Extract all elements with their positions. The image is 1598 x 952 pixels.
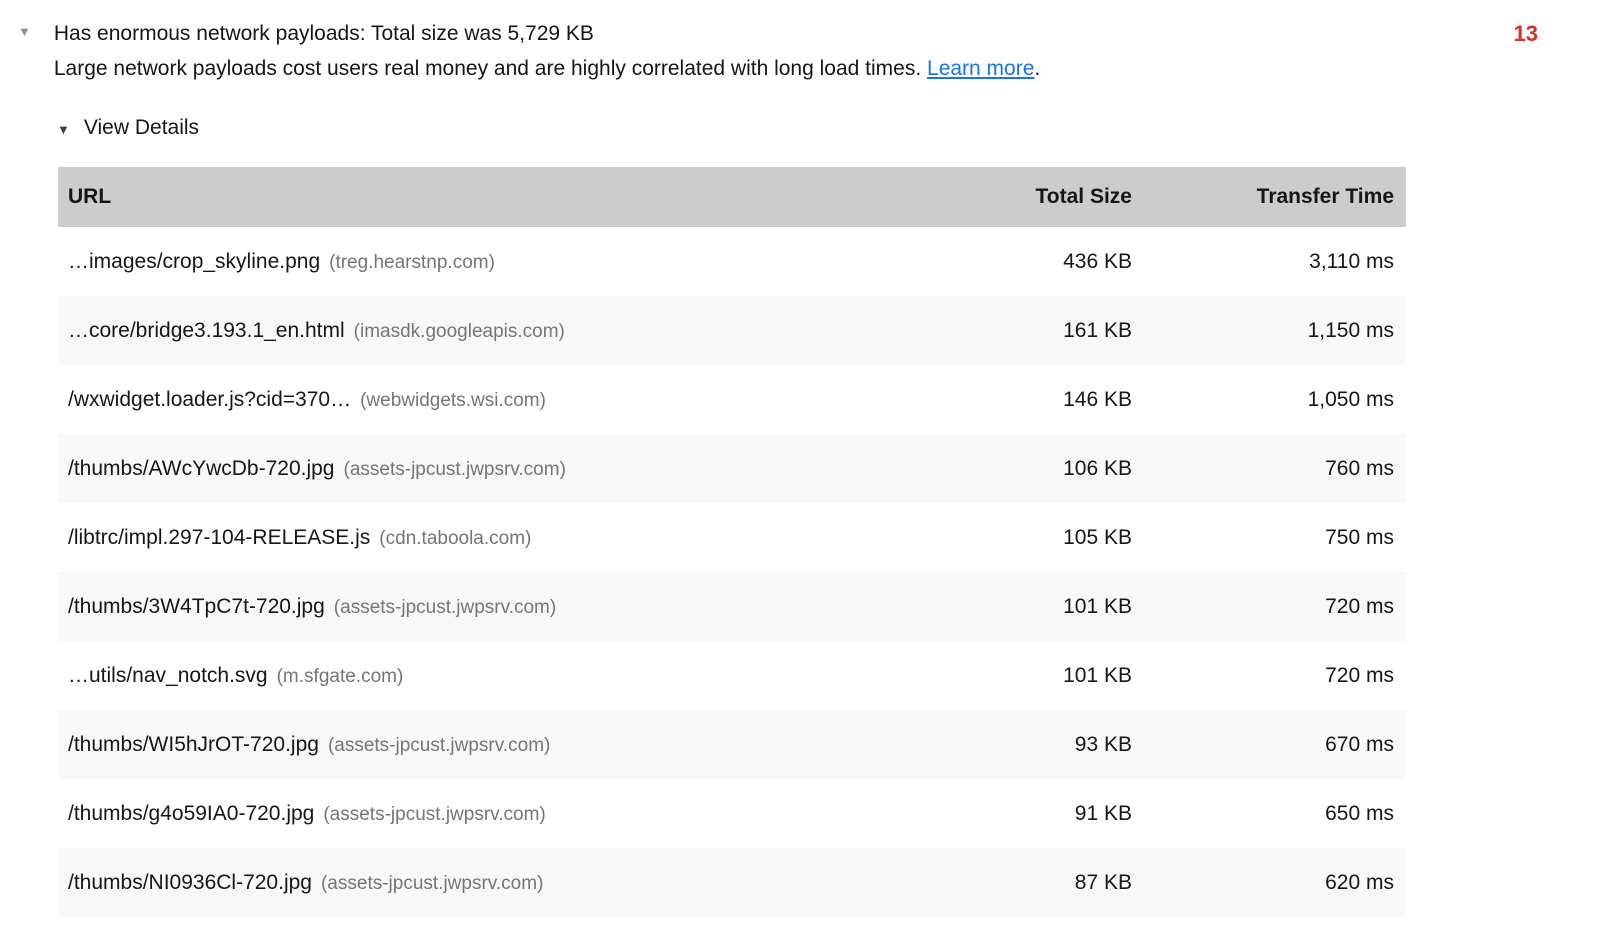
resource-url: /thumbs/WI5hJrOT-720.jpg — [68, 732, 319, 756]
payload-table-body: …images/crop_skyline.png (treg.hearstnp.c… — [58, 227, 1406, 917]
column-header-transfer-time: Transfer Time — [1144, 167, 1406, 227]
description-period: . — [1034, 57, 1041, 80]
resource-total-size: 161 KB — [1063, 318, 1132, 342]
table-row: …utils/nav_notch.svg (m.sfgate.com) 101 K… — [58, 641, 1406, 710]
resource-url: /thumbs/g4o59IA0-720.jpg — [68, 801, 315, 825]
resource-url: …core/bridge3.193.1_en.html — [68, 318, 345, 342]
payload-table: URL Total Size Transfer Time …images/cro… — [58, 167, 1406, 917]
column-header-total-size: Total Size — [944, 167, 1144, 227]
resource-transfer-time: 750 ms — [1325, 525, 1394, 549]
table-header-row: URL Total Size Transfer Time — [58, 167, 1406, 227]
resource-transfer-time: 720 ms — [1325, 663, 1394, 687]
resource-domain: (assets-jpcust.jwpsrv.com) — [320, 872, 544, 894]
table-row: /thumbs/g4o59IA0-720.jpg (assets-jpcust.j… — [58, 779, 1406, 848]
url-cell: /wxwidget.loader.js?cid=370… (webwidgets.… — [58, 365, 944, 434]
resource-domain: (treg.hearstnp.com) — [329, 251, 495, 273]
table-row: /wxwidget.loader.js?cid=370… (webwidgets.… — [58, 365, 1406, 434]
url-cell: …images/crop_skyline.png (treg.hearstnp.c… — [58, 227, 944, 296]
url-cell: /thumbs/3W4TpC7t-720.jpg (assets-jpcust.j… — [58, 572, 944, 641]
table-row: /thumbs/WI5hJrOT-720.jpg (assets-jpcust.j… — [58, 710, 1406, 779]
resource-transfer-time: 620 ms — [1325, 870, 1394, 894]
resource-domain: (cdn.taboola.com) — [379, 527, 532, 549]
resource-domain: (imasdk.googleapis.com) — [353, 320, 565, 342]
resource-transfer-time: 720 ms — [1325, 594, 1394, 618]
view-details-toggle[interactable]: ▼ View Details — [57, 116, 199, 140]
resource-transfer-time: 3,110 ms — [1309, 249, 1394, 273]
resource-url: /thumbs/AWcYwcDb-720.jpg — [68, 456, 335, 480]
resource-total-size: 146 KB — [1063, 387, 1132, 411]
audit-header: ▼ Has enormous network payloads: Total s… — [0, 0, 1598, 86]
resource-url: /thumbs/NI0936Cl-720.jpg — [68, 870, 312, 894]
view-details-chevron-icon: ▼ — [57, 121, 70, 137]
resource-total-size: 87 KB — [1074, 870, 1132, 894]
audit-description: Large network payloads cost users real m… — [54, 51, 1514, 86]
audit-score-badge: 13 — [1513, 21, 1538, 46]
audit-description-text: Large network payloads cost users real m… — [53, 57, 922, 80]
table-row: …images/crop_skyline.png (treg.hearstnp.c… — [58, 227, 1406, 296]
resource-domain: (webwidgets.wsi.com) — [360, 389, 546, 411]
url-cell: /libtrc/impl.297-104-RELEASE.js (cdn.tabo… — [58, 503, 944, 572]
resource-domain: (assets-jpcust.jwpsrv.com) — [343, 458, 566, 480]
resource-transfer-time: 760 ms — [1325, 456, 1394, 480]
table-row: /thumbs/NI0936Cl-720.jpg (assets-jpcust.j… — [58, 848, 1406, 917]
view-details-label: View Details — [83, 116, 200, 139]
resource-transfer-time: 1,050 ms — [1307, 387, 1394, 411]
resource-transfer-time: 670 ms — [1325, 732, 1394, 756]
resource-total-size: 106 KB — [1063, 456, 1132, 480]
url-cell: /thumbs/g4o59IA0-720.jpg (assets-jpcust.j… — [58, 779, 944, 848]
resource-total-size: 101 KB — [1063, 663, 1132, 687]
url-cell: /thumbs/NI0936Cl-720.jpg (assets-jpcust.j… — [58, 848, 944, 917]
resource-url: /libtrc/impl.297-104-RELEASE.js — [68, 525, 371, 549]
table-row: /libtrc/impl.297-104-RELEASE.js (cdn.tabo… — [58, 503, 1406, 572]
audit-title: Has enormous network payloads: Total siz… — [53, 22, 594, 45]
resource-total-size: 436 KB — [1063, 249, 1132, 273]
resource-transfer-time: 650 ms — [1325, 801, 1394, 825]
table-row: /thumbs/AWcYwcDb-720.jpg (assets-jpcust.j… — [58, 434, 1406, 503]
resource-domain: (m.sfgate.com) — [276, 665, 404, 687]
resource-total-size: 93 KB — [1074, 732, 1132, 756]
learn-more-link[interactable]: Learn more — [927, 57, 1035, 80]
resource-domain: (assets-jpcust.jwpsrv.com) — [323, 803, 546, 825]
url-cell: /thumbs/AWcYwcDb-720.jpg (assets-jpcust.j… — [58, 434, 944, 503]
column-header-url: URL — [58, 167, 944, 227]
resource-url: /thumbs/3W4TpC7t-720.jpg — [68, 594, 325, 618]
url-cell: …core/bridge3.193.1_en.html (imasdk.googl… — [58, 296, 944, 365]
resource-domain: (assets-jpcust.jwpsrv.com) — [333, 596, 557, 618]
resource-domain: (assets-jpcust.jwpsrv.com) — [327, 734, 551, 756]
resource-url: …images/crop_skyline.png — [68, 249, 321, 273]
audit-text: Has enormous network payloads: Total siz… — [31, 16, 1514, 86]
resource-total-size: 91 KB — [1074, 801, 1132, 825]
resource-total-size: 105 KB — [1063, 525, 1132, 549]
resource-url: …utils/nav_notch.svg — [68, 663, 268, 687]
resource-url: /wxwidget.loader.js?cid=370… — [68, 387, 352, 411]
resource-total-size: 101 KB — [1063, 594, 1132, 618]
collapse-audit-icon[interactable]: ▼ — [18, 24, 31, 39]
table-row: /thumbs/3W4TpC7t-720.jpg (assets-jpcust.j… — [58, 572, 1406, 641]
url-cell: /thumbs/WI5hJrOT-720.jpg (assets-jpcust.j… — [58, 710, 944, 779]
table-row: …core/bridge3.193.1_en.html (imasdk.googl… — [58, 296, 1406, 365]
resource-transfer-time: 1,150 ms — [1307, 318, 1394, 342]
url-cell: …utils/nav_notch.svg (m.sfgate.com) — [58, 641, 944, 710]
